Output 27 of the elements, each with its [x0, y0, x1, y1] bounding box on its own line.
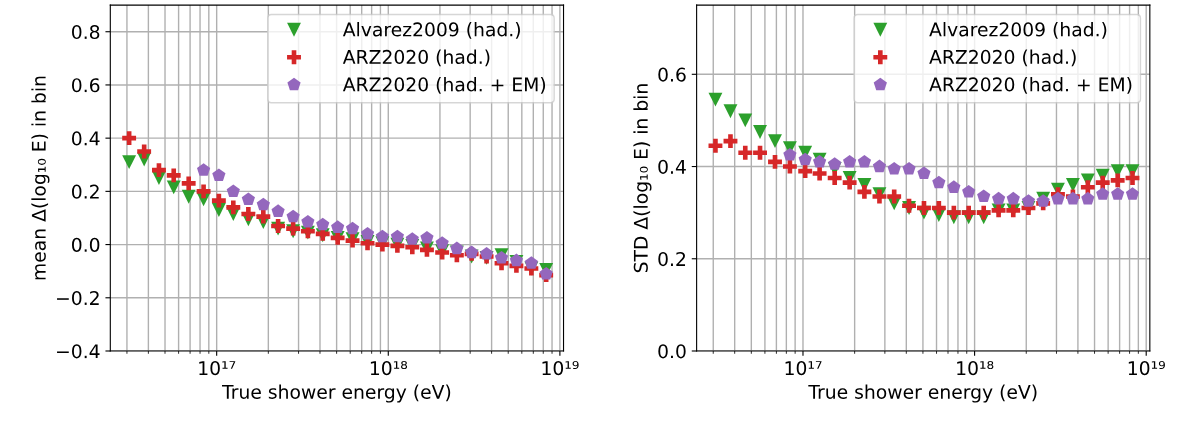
legend-label: Alvarez2009 (had.): [342, 22, 520, 39]
x-axis-title: True shower energy (eV): [808, 384, 1037, 403]
y-axis-title: STD Δ(log₁₀ E) in bin: [633, 84, 652, 273]
legend-label: ARZ2020 (had. + EM): [929, 77, 1132, 94]
y-tick-label: 0.6: [658, 67, 686, 82]
y-tick-label: 0.0: [658, 344, 686, 359]
y-tick-label: 0.2: [72, 184, 99, 199]
y-axis-title: mean Δ(log₁₀ E) in bin: [31, 76, 50, 280]
y-tick-label: 0.0: [72, 237, 100, 252]
y-tick-label: 0.4: [72, 131, 100, 146]
y-tick-label: 0.8: [72, 24, 100, 40]
legend-label: ARZ2020 (had.): [929, 49, 1076, 67]
x-axis-title: True shower energy (eV): [222, 384, 451, 403]
x-tick-label: 10¹⁹: [1128, 361, 1165, 376]
x-tick-label: 10¹⁹: [542, 361, 579, 376]
y-tick-label: 0.6: [72, 78, 100, 93]
y-tick-label: 0.4: [658, 159, 686, 174]
legend-label: ARZ2020 (had.): [342, 49, 490, 67]
x-tick-label: 10¹⁸: [370, 361, 408, 376]
y-tick-label: −0.2: [57, 290, 99, 306]
legend-label: Alvarez2009 (had.): [929, 22, 1107, 39]
x-tick-label: 10¹⁷: [785, 361, 822, 376]
x-tick-label: 10¹⁷: [199, 361, 236, 376]
y-tick-label: 0.2: [658, 251, 686, 267]
legend-label: ARZ2020 (had. + EM): [342, 77, 546, 94]
x-tick-label: 10¹⁸: [957, 361, 994, 376]
y-tick-label: −0.4: [57, 344, 100, 359]
